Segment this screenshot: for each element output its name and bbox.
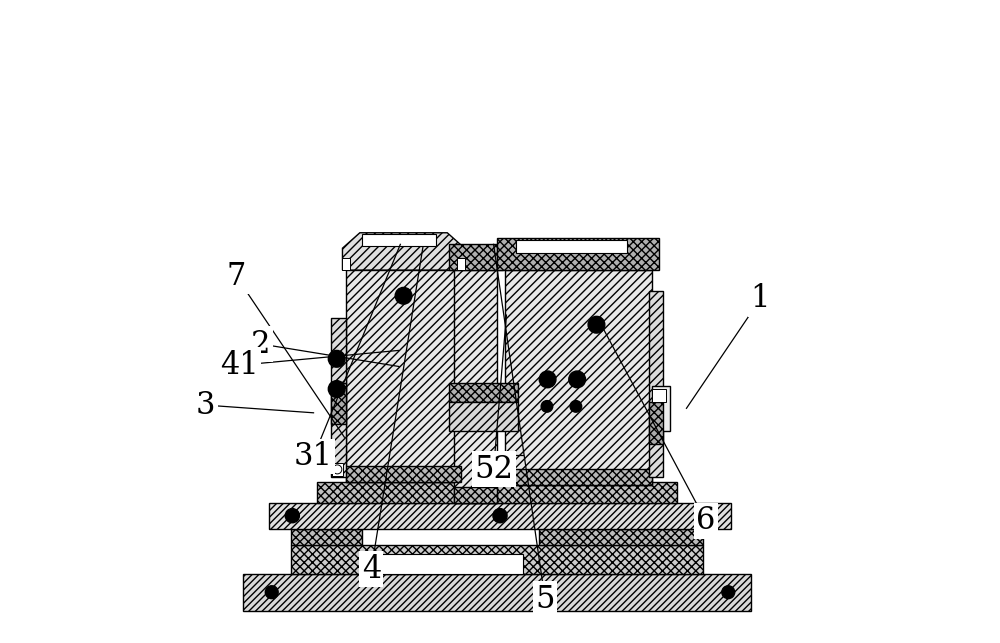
Bar	[291, 545, 703, 574]
Circle shape	[265, 586, 278, 599]
Text: 4: 4	[362, 554, 381, 584]
Bar	[539, 529, 703, 545]
Circle shape	[285, 509, 299, 523]
Text: 3: 3	[196, 390, 215, 421]
Circle shape	[570, 401, 582, 412]
Bar	[649, 291, 663, 477]
Text: 2: 2	[251, 329, 271, 359]
Bar	[362, 234, 436, 246]
Circle shape	[541, 401, 553, 412]
Bar	[449, 402, 518, 431]
Bar	[516, 240, 627, 253]
Bar	[375, 554, 523, 574]
Bar	[649, 402, 663, 444]
Bar	[346, 270, 461, 482]
Bar	[332, 463, 343, 476]
Bar	[449, 244, 503, 270]
Bar	[342, 258, 350, 270]
Circle shape	[569, 371, 586, 388]
Circle shape	[328, 350, 345, 367]
Bar	[331, 383, 346, 424]
Circle shape	[722, 586, 735, 599]
Bar	[449, 383, 518, 402]
Bar	[457, 258, 465, 270]
Text: 41: 41	[220, 350, 259, 381]
Bar	[505, 270, 652, 485]
Circle shape	[539, 371, 556, 388]
Bar	[454, 487, 497, 503]
Bar	[497, 238, 659, 270]
Bar	[652, 389, 666, 402]
Bar	[652, 386, 670, 431]
Text: 52: 52	[474, 454, 513, 485]
Text: 31: 31	[294, 441, 333, 472]
Polygon shape	[342, 233, 465, 270]
Text: 5: 5	[535, 584, 555, 615]
Bar	[291, 529, 362, 545]
Circle shape	[493, 509, 507, 523]
Circle shape	[588, 316, 605, 333]
Circle shape	[395, 287, 412, 304]
Bar	[269, 503, 731, 529]
Bar	[454, 270, 497, 503]
Circle shape	[328, 381, 345, 397]
Text: 6: 6	[696, 505, 715, 536]
Bar	[346, 466, 461, 482]
Bar	[317, 482, 677, 503]
Text: 1: 1	[751, 284, 770, 314]
Text: 7: 7	[227, 261, 246, 292]
Bar	[505, 469, 652, 485]
Bar	[331, 318, 346, 477]
Bar	[243, 574, 751, 611]
